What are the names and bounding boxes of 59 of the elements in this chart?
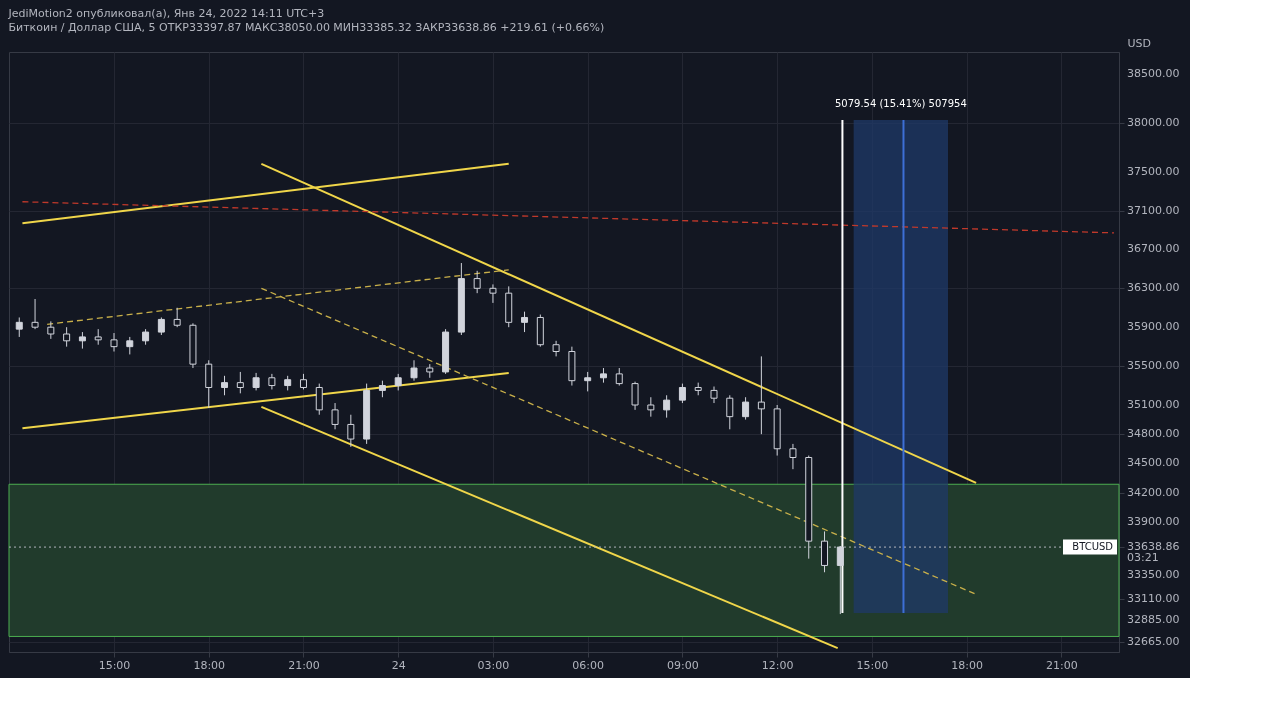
y-tick-label: 33110.00 [1127, 591, 1180, 605]
candlestick [757, 355, 765, 435]
x-tick-label: 18:00 [193, 658, 226, 672]
candlestick [742, 396, 750, 421]
annotation: 5079.54 (15.41%) 507954 [834, 98, 967, 110]
chart-subtitle: Биткоин / Доллар США, 5 ОТКР33397.87 МАКС38050.00 МИН33385.32 ЗАКР33638.86 +219.61 (+0.66%) [8, 21, 605, 34]
x-tick-label: 18:00 [951, 658, 983, 672]
x-tick-label: 21:00 [1046, 658, 1078, 672]
candlestick [331, 402, 339, 430]
y-tick-label: 32665.00 [1127, 634, 1180, 648]
y-tick-label: 35100.00 [1127, 398, 1180, 411]
candlestick [836, 545, 844, 615]
candlestick [63, 326, 71, 348]
y-tick-label: 32885.00 [1127, 613, 1180, 627]
y-tick-label: 34200.00 [1127, 485, 1180, 499]
y-tick-label: 38000.00 [1127, 115, 1180, 129]
y-tick-label: 36700.00 [1127, 242, 1180, 256]
ref-line-label: BTCUSD [1072, 541, 1114, 553]
candlestick [584, 371, 592, 392]
candlestick [31, 298, 39, 330]
candlestick [410, 359, 418, 382]
y-tick-label: 34800.00 [1127, 427, 1180, 441]
candlestick [15, 316, 23, 338]
candlestick [347, 414, 355, 448]
x-tick-label: 09:00 [667, 658, 699, 672]
candlestick [110, 332, 118, 353]
x-tick-label: 24 [391, 658, 406, 672]
candlestick [678, 383, 686, 404]
candlestick [473, 270, 481, 294]
x-tick-label: 21:00 [288, 658, 320, 672]
y-tick-label: 38500.00 [1127, 67, 1180, 81]
candlestick [789, 443, 797, 470]
x-tick-label: 15:00 [856, 658, 889, 672]
candlestick [521, 311, 529, 333]
y-axis-title: USD [1127, 36, 1152, 50]
candlestick [236, 371, 244, 394]
y-tick-label: 35500.00 [1127, 359, 1180, 373]
candlestick [489, 283, 497, 304]
y-tick-label: 34500.00 [1127, 456, 1180, 470]
candlestick [726, 394, 734, 430]
y-tick-label: 36300.00 [1127, 281, 1180, 295]
candlestick [315, 383, 323, 416]
x-tick-label: 03:00 [477, 658, 510, 672]
candlestick [631, 381, 639, 411]
x-tick-label: 06:00 [572, 658, 605, 672]
y-tick-label: 37100.00 [1127, 203, 1180, 217]
candlestick [173, 307, 181, 328]
chart-title: JediMotion2 опубликовал(а), Янв 24, 2022 14:11 UTC+3 [7, 7, 325, 20]
y-tick-label: 33638.86 03:21 [1127, 540, 1180, 565]
x-tick-label: 15:00 [98, 658, 131, 672]
candlestick [647, 396, 655, 418]
x-tick-label: 12:00 [761, 658, 794, 672]
y-tick-label: 33350.00 [1127, 568, 1180, 582]
candlestick [205, 359, 213, 409]
y-tick-label: 35900.00 [1127, 320, 1180, 334]
y-tick-label: 33900.00 [1127, 514, 1180, 528]
candlestick [221, 375, 229, 396]
y-tick-label: 37500.00 [1127, 164, 1180, 178]
candlestick [663, 394, 671, 419]
